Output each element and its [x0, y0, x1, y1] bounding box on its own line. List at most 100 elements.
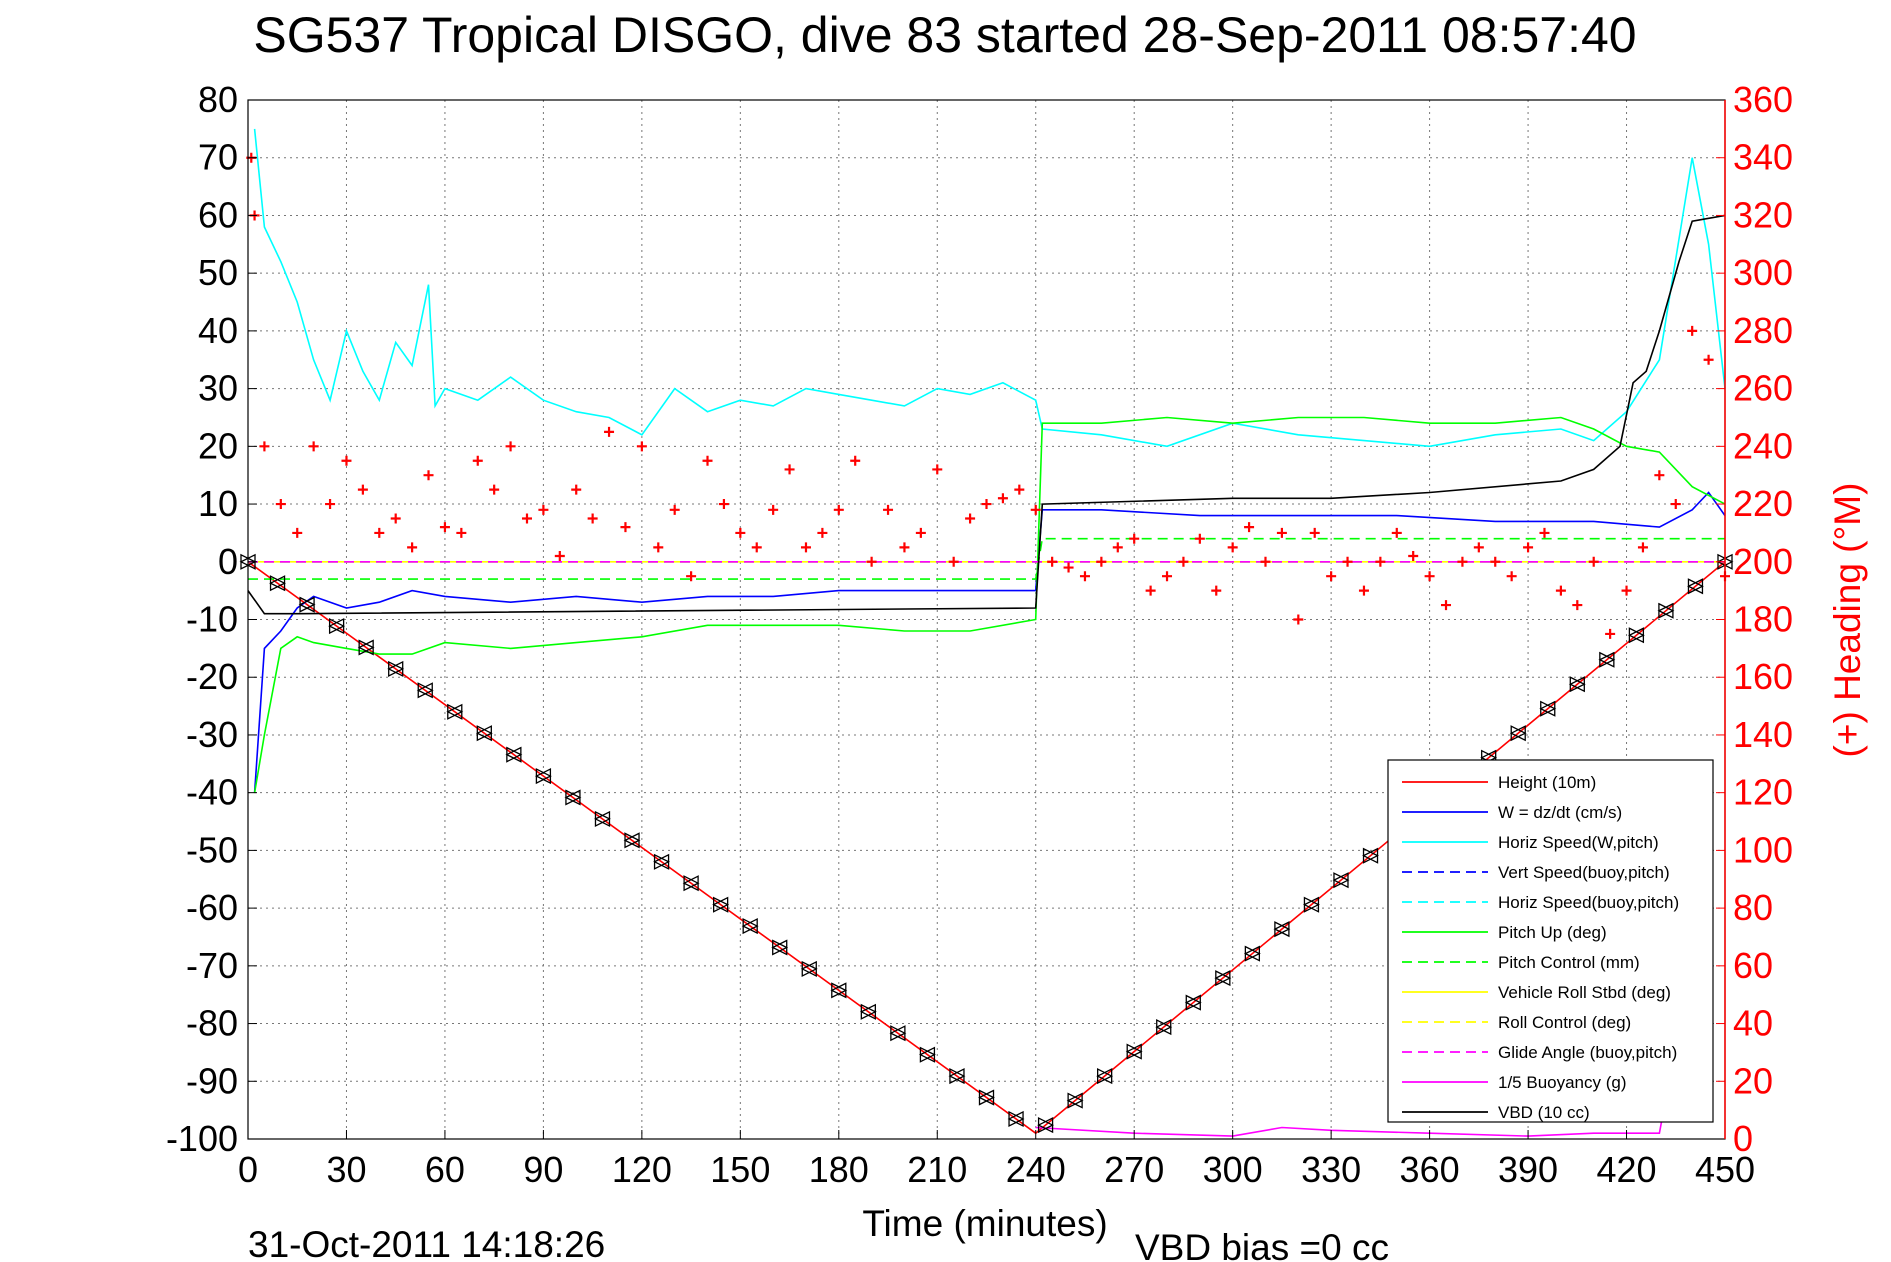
y-tick-label: -90: [186, 1060, 238, 1101]
heading-marker: [1506, 571, 1517, 582]
heading-marker: [292, 527, 303, 538]
depth-marker: [1007, 1110, 1025, 1127]
heading-marker: [997, 493, 1008, 504]
right-y-tick-label: 240: [1733, 425, 1793, 466]
depth-marker: [298, 596, 316, 613]
right-y-tick-label: 360: [1733, 79, 1793, 120]
heading-marker: [751, 542, 762, 553]
depth-marker: [357, 639, 375, 656]
right-y-tick-label: 0: [1733, 1118, 1753, 1159]
heading-marker: [850, 455, 861, 466]
heading-marker: [1687, 325, 1698, 336]
depth-marker: [564, 789, 582, 806]
right-y-tick-label: 180: [1733, 599, 1793, 640]
depth-marker: [1362, 847, 1379, 864]
right-y-tick-label: 320: [1733, 194, 1793, 235]
y-tick-label: -100: [166, 1118, 238, 1159]
depth-marker: [830, 982, 848, 999]
y-tick-label: 20: [198, 425, 238, 466]
heading-marker: [259, 441, 270, 452]
heading-marker: [1145, 585, 1156, 596]
heading-marker: [1391, 527, 1402, 538]
footer-timestamp: 31-Oct-2011 14:18:26: [248, 1224, 605, 1262]
y-tick-label: 30: [198, 368, 238, 409]
heading-marker: [1030, 504, 1041, 515]
heading-marker: [899, 542, 910, 553]
heading-marker: [538, 504, 549, 515]
heading-marker: [948, 556, 959, 567]
y-tick-label: -30: [186, 714, 238, 755]
depth-marker: [1657, 602, 1675, 619]
legend-label: Vehicle Roll Stbd (deg): [1498, 983, 1671, 1002]
depth-marker: [1687, 578, 1704, 595]
heading-marker: [357, 484, 368, 495]
heading-marker: [1637, 542, 1648, 553]
right-y-tick-label: 60: [1733, 945, 1773, 986]
right-y-tick-label: 220: [1733, 483, 1793, 524]
legend-label: 1/5 Buoyancy (g): [1498, 1073, 1627, 1092]
depth-marker: [505, 746, 523, 763]
legend-label: VBD (10 cc): [1498, 1103, 1590, 1122]
heading-marker: [965, 513, 976, 524]
x-tick-label: 210: [907, 1149, 967, 1190]
depth-marker: [594, 810, 611, 827]
heading-marker: [571, 484, 582, 495]
series-line-2: [253, 128, 1726, 448]
heading-marker: [768, 504, 779, 515]
right-y-tick-label: 140: [1733, 714, 1793, 755]
right-y-tick-label: 100: [1733, 829, 1793, 870]
depth-marker: [653, 853, 671, 870]
heading-marker: [718, 499, 729, 510]
x-tick-label: 390: [1498, 1149, 1558, 1190]
right-y-tick-label: 80: [1733, 887, 1773, 928]
depth-marker: [771, 939, 789, 956]
heading-marker: [1375, 556, 1386, 567]
heading-marker: [1588, 556, 1599, 567]
legend-items: Height (10m) W = dz/dt (cm/s) Horiz Speed(…: [1402, 773, 1679, 1122]
legend-label: W = dz/dt (cm/s): [1498, 803, 1622, 822]
depth-marker: [800, 960, 818, 977]
heading-marker: [784, 464, 795, 475]
heading-marker: [915, 527, 926, 538]
heading-marker: [883, 504, 894, 515]
heading-marker: [1654, 470, 1665, 481]
heading-marker: [587, 513, 598, 524]
heading-marker: [1326, 571, 1337, 582]
right-y-tick-label: 300: [1733, 252, 1793, 293]
depth-marker: [1066, 1092, 1084, 1109]
series-line-1: [253, 491, 1726, 793]
depth-marker: [1155, 1019, 1173, 1036]
legend-label: Height (10m): [1498, 773, 1596, 792]
heading-marker: [390, 513, 401, 524]
depth-marker: [269, 575, 286, 592]
series-line-6: [248, 537, 1725, 580]
depth-marker: [534, 768, 552, 785]
depth-marker: [712, 896, 730, 913]
depth-marker: [948, 1068, 966, 1085]
heading-marker: [1670, 499, 1681, 510]
heading-marker: [1408, 551, 1419, 562]
legend-label: Glide Angle (buoy,pitch): [1498, 1043, 1677, 1062]
right-y-tick-label: 260: [1733, 368, 1793, 409]
depth-marker: [1243, 945, 1261, 962]
heading-marker: [505, 441, 516, 452]
depth-marker: [1539, 700, 1557, 717]
depth-marker: [1568, 676, 1586, 693]
heading-marker: [1014, 484, 1025, 495]
heading-marker: [981, 499, 992, 510]
x-tick-label: 30: [326, 1149, 366, 1190]
depth-marker: [328, 618, 346, 635]
heading-marker: [1244, 522, 1255, 533]
legend-label: Horiz Speed(buoy,pitch): [1498, 893, 1679, 912]
heading-marker: [1260, 556, 1271, 567]
right-y-tick-label: 340: [1733, 137, 1793, 178]
heading-marker: [686, 571, 697, 582]
legend-label: Horiz Speed(W,pitch): [1498, 833, 1659, 852]
depth-marker: [1096, 1068, 1114, 1085]
heading-marker: [325, 499, 336, 510]
y-tick-label: -20: [186, 656, 238, 697]
heading-marker: [1572, 600, 1583, 611]
x-tick-label: 450: [1695, 1149, 1755, 1190]
depth-marker: [859, 1003, 877, 1020]
legend-label: Pitch Control (mm): [1498, 953, 1640, 972]
